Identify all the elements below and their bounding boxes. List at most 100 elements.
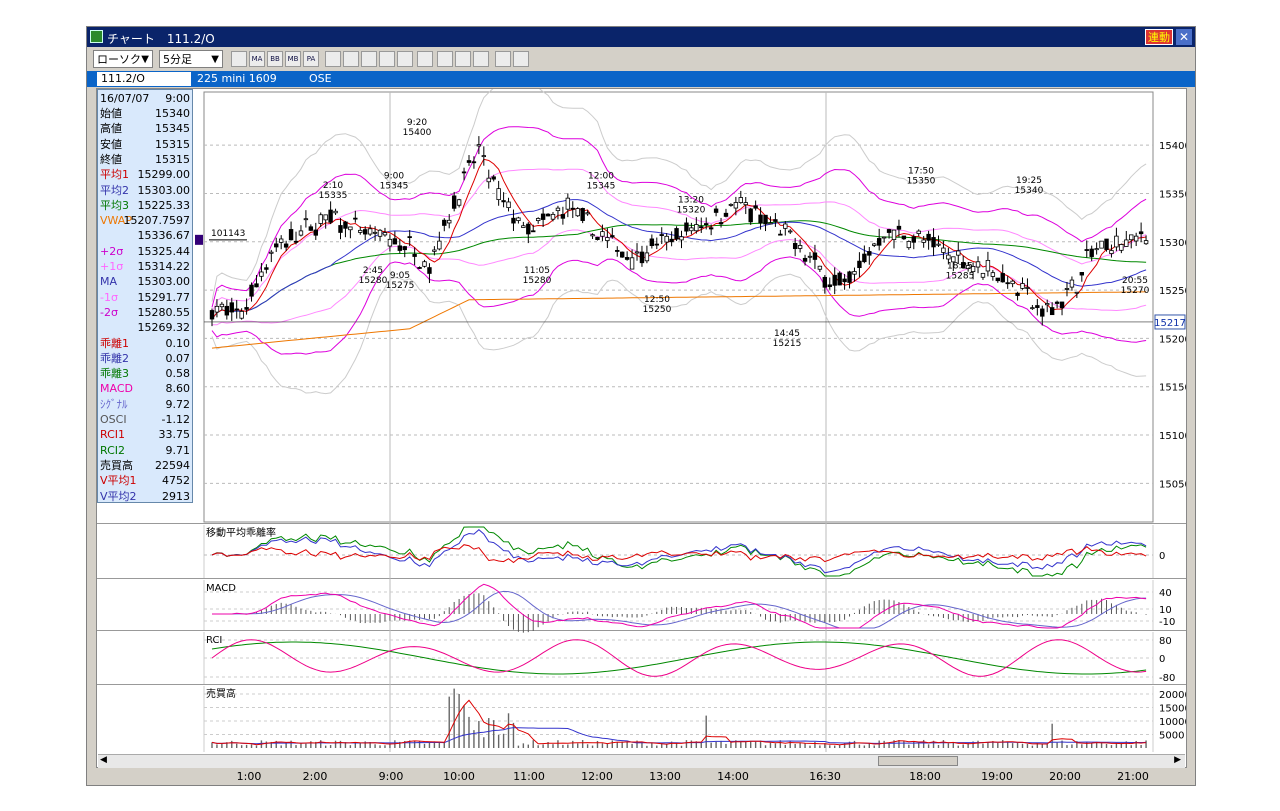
info-value: -1.12 [161, 413, 190, 426]
bb-icon[interactable]: BB [267, 51, 283, 67]
info-row: 乖離2 0.07 [98, 351, 192, 366]
candle-body [852, 271, 857, 275]
pa-icon[interactable]: PA [303, 51, 319, 67]
candle-body [437, 240, 442, 250]
toolbar: ローソク ▼ 5分足 ▼ MA BB MB PA [87, 48, 1195, 70]
subpanel-title: 移動平均乖離率 [206, 526, 276, 539]
candle-body [417, 267, 422, 269]
chevron-down-icon: ▼ [141, 54, 149, 65]
candle-body [545, 213, 551, 217]
annotation-price: 15280 [523, 276, 552, 286]
close-icon[interactable]: ✕ [1176, 29, 1192, 45]
candle-body [328, 209, 333, 223]
annotation-price: 15350 [907, 176, 936, 186]
analysis-icon[interactable] [397, 51, 413, 67]
chart-type-select[interactable]: ローソク ▼ [93, 50, 153, 68]
candle-body [1109, 250, 1114, 254]
candle-body [382, 232, 388, 236]
info-row: 乖離1 0.10 [98, 336, 192, 351]
scroll-right-icon[interactable]: ▶ [1174, 755, 1181, 765]
candle-body [540, 213, 546, 220]
subpanel-tick: 10 [1159, 605, 1172, 616]
candle-body [664, 235, 669, 243]
interval-select[interactable]: 5分足 ▼ [159, 50, 223, 68]
search-icon[interactable] [495, 51, 511, 67]
candle-body [318, 214, 323, 224]
link-button[interactable]: 連動 [1145, 29, 1173, 45]
candle-body [713, 208, 719, 213]
current-price-label: 15217 [1154, 318, 1186, 329]
candle-body [333, 210, 338, 214]
mb-icon[interactable]: MB [285, 51, 301, 67]
candle-body [269, 251, 274, 254]
time-tick-label: 20:00 [1049, 770, 1081, 783]
candle-body [792, 243, 798, 250]
candle-body [980, 272, 986, 278]
horizontal-scrollbar[interactable]: ◀ ▶ [98, 754, 1185, 768]
candle-body [239, 311, 244, 319]
candle-body [427, 267, 432, 274]
candle-chart-icon[interactable] [343, 51, 359, 67]
symbol-field[interactable]: 111.2/O [97, 72, 191, 86]
candle-body [1064, 288, 1070, 290]
candle-body [476, 144, 482, 147]
time-tick-label: 13:00 [649, 770, 681, 783]
candle-body [550, 213, 556, 220]
info-value: 15314.22 [137, 260, 191, 273]
ma-icon[interactable]: MA [249, 51, 265, 67]
candle-body [274, 243, 279, 248]
pen-icon[interactable] [437, 51, 453, 67]
ma1-line [211, 158, 1147, 320]
candle-body [995, 277, 1000, 282]
bb-plus2-line [211, 126, 1147, 308]
annotation-time: 2:45 [363, 266, 383, 276]
candle-body [313, 229, 318, 236]
scroll-left-icon[interactable]: ◀ [100, 755, 107, 765]
time-tick-label: 14:00 [717, 770, 749, 783]
candle-body [209, 310, 215, 320]
candle-body [412, 253, 417, 257]
bars-icon[interactable] [417, 51, 433, 67]
info-label: MACD [100, 382, 133, 396]
candle-body [219, 303, 225, 308]
candle-body [456, 199, 462, 206]
candle-body [926, 233, 931, 241]
tool-icon[interactable] [513, 51, 529, 67]
candle-body [595, 236, 600, 240]
info-row: 平均2 15303.00 [98, 183, 192, 198]
candle-body [224, 305, 230, 316]
bb-minus1-line [212, 229, 1147, 326]
candle-body [1084, 249, 1089, 251]
fib-icon[interactable] [361, 51, 377, 67]
subpanel-tick: 15000 [1159, 704, 1186, 715]
eraser-icon[interactable] [473, 51, 489, 67]
info-label: RCI2 [100, 443, 126, 457]
candle-body [970, 266, 976, 273]
candle-body [348, 226, 353, 231]
zoom-icon[interactable] [379, 51, 395, 67]
info-label: ｼｸﾞﾅﾙ [100, 397, 128, 411]
candle-body [733, 202, 739, 209]
cursor-icon[interactable] [455, 51, 471, 67]
chart-area[interactable]: 15400 15350 15300 15250 15200 15150 15100 15050… [96, 88, 1187, 768]
chart-settings-icon[interactable] [231, 51, 247, 67]
candle-body [451, 195, 457, 209]
scroll-thumb[interactable] [878, 756, 958, 766]
candle-body [244, 307, 249, 310]
candle-body [278, 238, 284, 243]
line-chart-icon[interactable] [325, 51, 341, 67]
candle-body [526, 223, 531, 235]
chart-canvas[interactable]: 15400 15350 15300 15250 15200 15150 15100 15050… [97, 89, 1186, 753]
annotation-price: 15275 [386, 281, 415, 291]
candle-body [1000, 273, 1005, 283]
info-row: +1σ 15314.22 [98, 259, 192, 274]
info-label: 終値 [100, 152, 122, 166]
candle-body [1015, 292, 1020, 296]
price-tick-label: 15250 [1159, 286, 1186, 297]
candle-body [891, 229, 897, 240]
annotation-time: 11:05 [524, 266, 550, 276]
candle-body [1119, 244, 1124, 251]
annotation-time: 12:00 [588, 171, 614, 181]
candle-body [807, 255, 813, 258]
annotation-time: 19:25 [1016, 176, 1042, 186]
